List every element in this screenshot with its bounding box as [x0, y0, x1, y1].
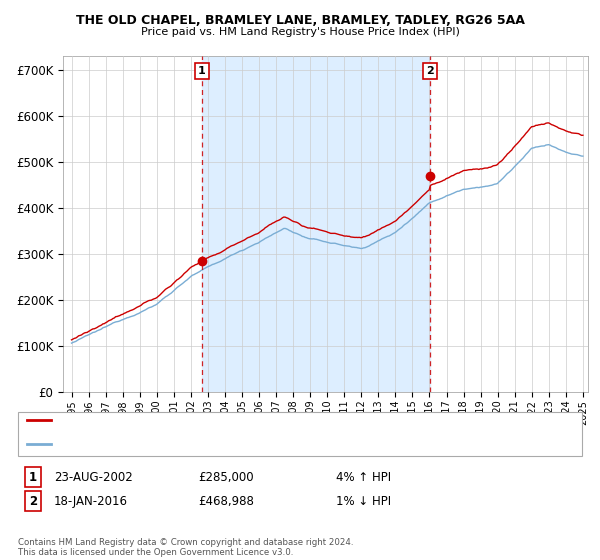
Text: 18-JAN-2016: 18-JAN-2016: [54, 494, 128, 508]
Text: 1: 1: [29, 470, 37, 484]
Text: Price paid vs. HM Land Registry's House Price Index (HPI): Price paid vs. HM Land Registry's House …: [140, 27, 460, 37]
Text: 1: 1: [198, 66, 206, 76]
Text: 1% ↓ HPI: 1% ↓ HPI: [336, 494, 391, 508]
Text: 4% ↑ HPI: 4% ↑ HPI: [336, 470, 391, 484]
Bar: [202, 56, 430, 392]
Text: 2: 2: [427, 66, 434, 76]
Text: HPI: Average price, detached house, Basingstoke and Deane: HPI: Average price, detached house, Basi…: [57, 439, 373, 449]
Text: £285,000: £285,000: [198, 470, 254, 484]
Text: 23-AUG-2002: 23-AUG-2002: [54, 470, 133, 484]
Text: Contains HM Land Registry data © Crown copyright and database right 2024.
This d: Contains HM Land Registry data © Crown c…: [18, 538, 353, 557]
Text: THE OLD CHAPEL, BRAMLEY LANE, BRAMLEY, TADLEY, RG26 5AA (detached house): THE OLD CHAPEL, BRAMLEY LANE, BRAMLEY, T…: [57, 415, 487, 425]
Text: THE OLD CHAPEL, BRAMLEY LANE, BRAMLEY, TADLEY, RG26 5AA: THE OLD CHAPEL, BRAMLEY LANE, BRAMLEY, T…: [76, 14, 524, 27]
Text: £468,988: £468,988: [198, 494, 254, 508]
Text: 2: 2: [29, 494, 37, 508]
